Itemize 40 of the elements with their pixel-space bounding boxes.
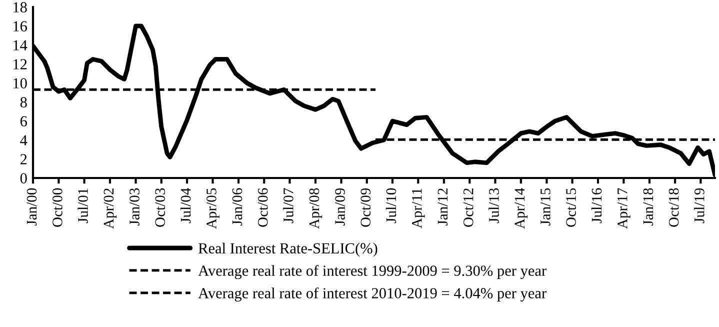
- x-tick-label: Jul/19: [694, 188, 704, 224]
- x-tick-label: Jul/07: [283, 188, 294, 224]
- x-tick-label: Jan/06: [232, 188, 242, 226]
- x-tick-label: Apr/14: [514, 188, 528, 229]
- y-tick-label: 16: [14, 21, 27, 32]
- x-tick-label: Jul/01: [78, 188, 88, 224]
- x-tick-label: Jan/18: [643, 188, 654, 226]
- legend-label: Average real rate of interest 1999-2009 = 9.30% per year: [198, 265, 546, 280]
- legend-label: Real Interest Rate-SELIC(%): [198, 242, 378, 257]
- y-tick-label: 6: [20, 116, 27, 126]
- x-tick-label: Jan/15: [540, 188, 550, 226]
- x-tick-label: Apr/08: [309, 188, 322, 229]
- x-tick-label: Oct/03: [155, 188, 166, 227]
- y-tick-label: 2: [20, 154, 27, 164]
- x-tick-label: Jul/16: [591, 188, 602, 224]
- x-tick-label: Jan/12: [438, 188, 448, 226]
- x-tick-label: Jul/10: [386, 188, 396, 224]
- x-tick-label: Jan/00: [26, 188, 37, 226]
- x-tick-label: Oct/00: [52, 188, 62, 227]
- x-tick-label: Oct/15: [566, 188, 576, 227]
- x-tick-label: Jan/03: [130, 188, 140, 226]
- x-tick-label: Oct/06: [258, 188, 268, 227]
- x-tick-label: Oct/12: [463, 188, 474, 227]
- legend-label: Average real rate of interest 2010-2019 = 4.04% per year: [198, 287, 546, 302]
- x-tick-label: Jan/09: [335, 188, 345, 226]
- x-tick-label: Apr/17: [618, 188, 630, 229]
- x-tick-label: Oct/18: [668, 188, 679, 227]
- y-tick-label: 0: [20, 173, 27, 184]
- x-tick-label: Apr/02: [104, 188, 117, 229]
- y-tick-label: 12: [14, 59, 27, 70]
- y-tick-label: 14: [14, 40, 28, 50]
- y-tick-label: 8: [20, 97, 27, 108]
- x-tick-label: Jul/04: [180, 188, 191, 224]
- x-tick-label: Oct/09: [360, 188, 371, 227]
- x-tick-label: Apr/05: [206, 188, 220, 229]
- x-tick-label: Jul/13: [488, 188, 499, 224]
- x-tick-label: Apr/11: [412, 188, 425, 228]
- y-tick-label: 4: [20, 135, 28, 146]
- y-tick-label: 18: [14, 2, 27, 12]
- y-tick-label: 10: [14, 78, 27, 88]
